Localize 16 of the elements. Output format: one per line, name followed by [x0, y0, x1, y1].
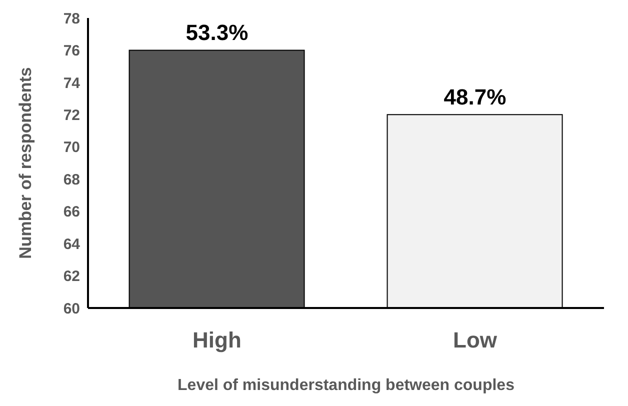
- y-tick-label: 78: [63, 10, 80, 28]
- y-tick-label: 62: [63, 268, 80, 286]
- annotation: 53.3%: [186, 20, 248, 46]
- y-tick-label: 70: [63, 139, 80, 156]
- x-axis-title: Level of misunderstanding between couples: [178, 377, 515, 394]
- y-axis-title: Number of respondents: [16, 67, 36, 259]
- y-tick-label: 66: [63, 204, 80, 221]
- y-tick-label: 64: [63, 236, 81, 253]
- annotation: 48.7%: [444, 84, 506, 110]
- y-tick-label: 72: [63, 106, 80, 124]
- x-tick-label: Low: [453, 328, 498, 353]
- y-tick-label: 74: [63, 74, 81, 92]
- y-tick-label: 68: [63, 171, 80, 188]
- x-tick-label: High: [192, 328, 242, 353]
- y-tick-label: 76: [63, 42, 80, 60]
- y-tick-label: 60: [63, 300, 80, 318]
